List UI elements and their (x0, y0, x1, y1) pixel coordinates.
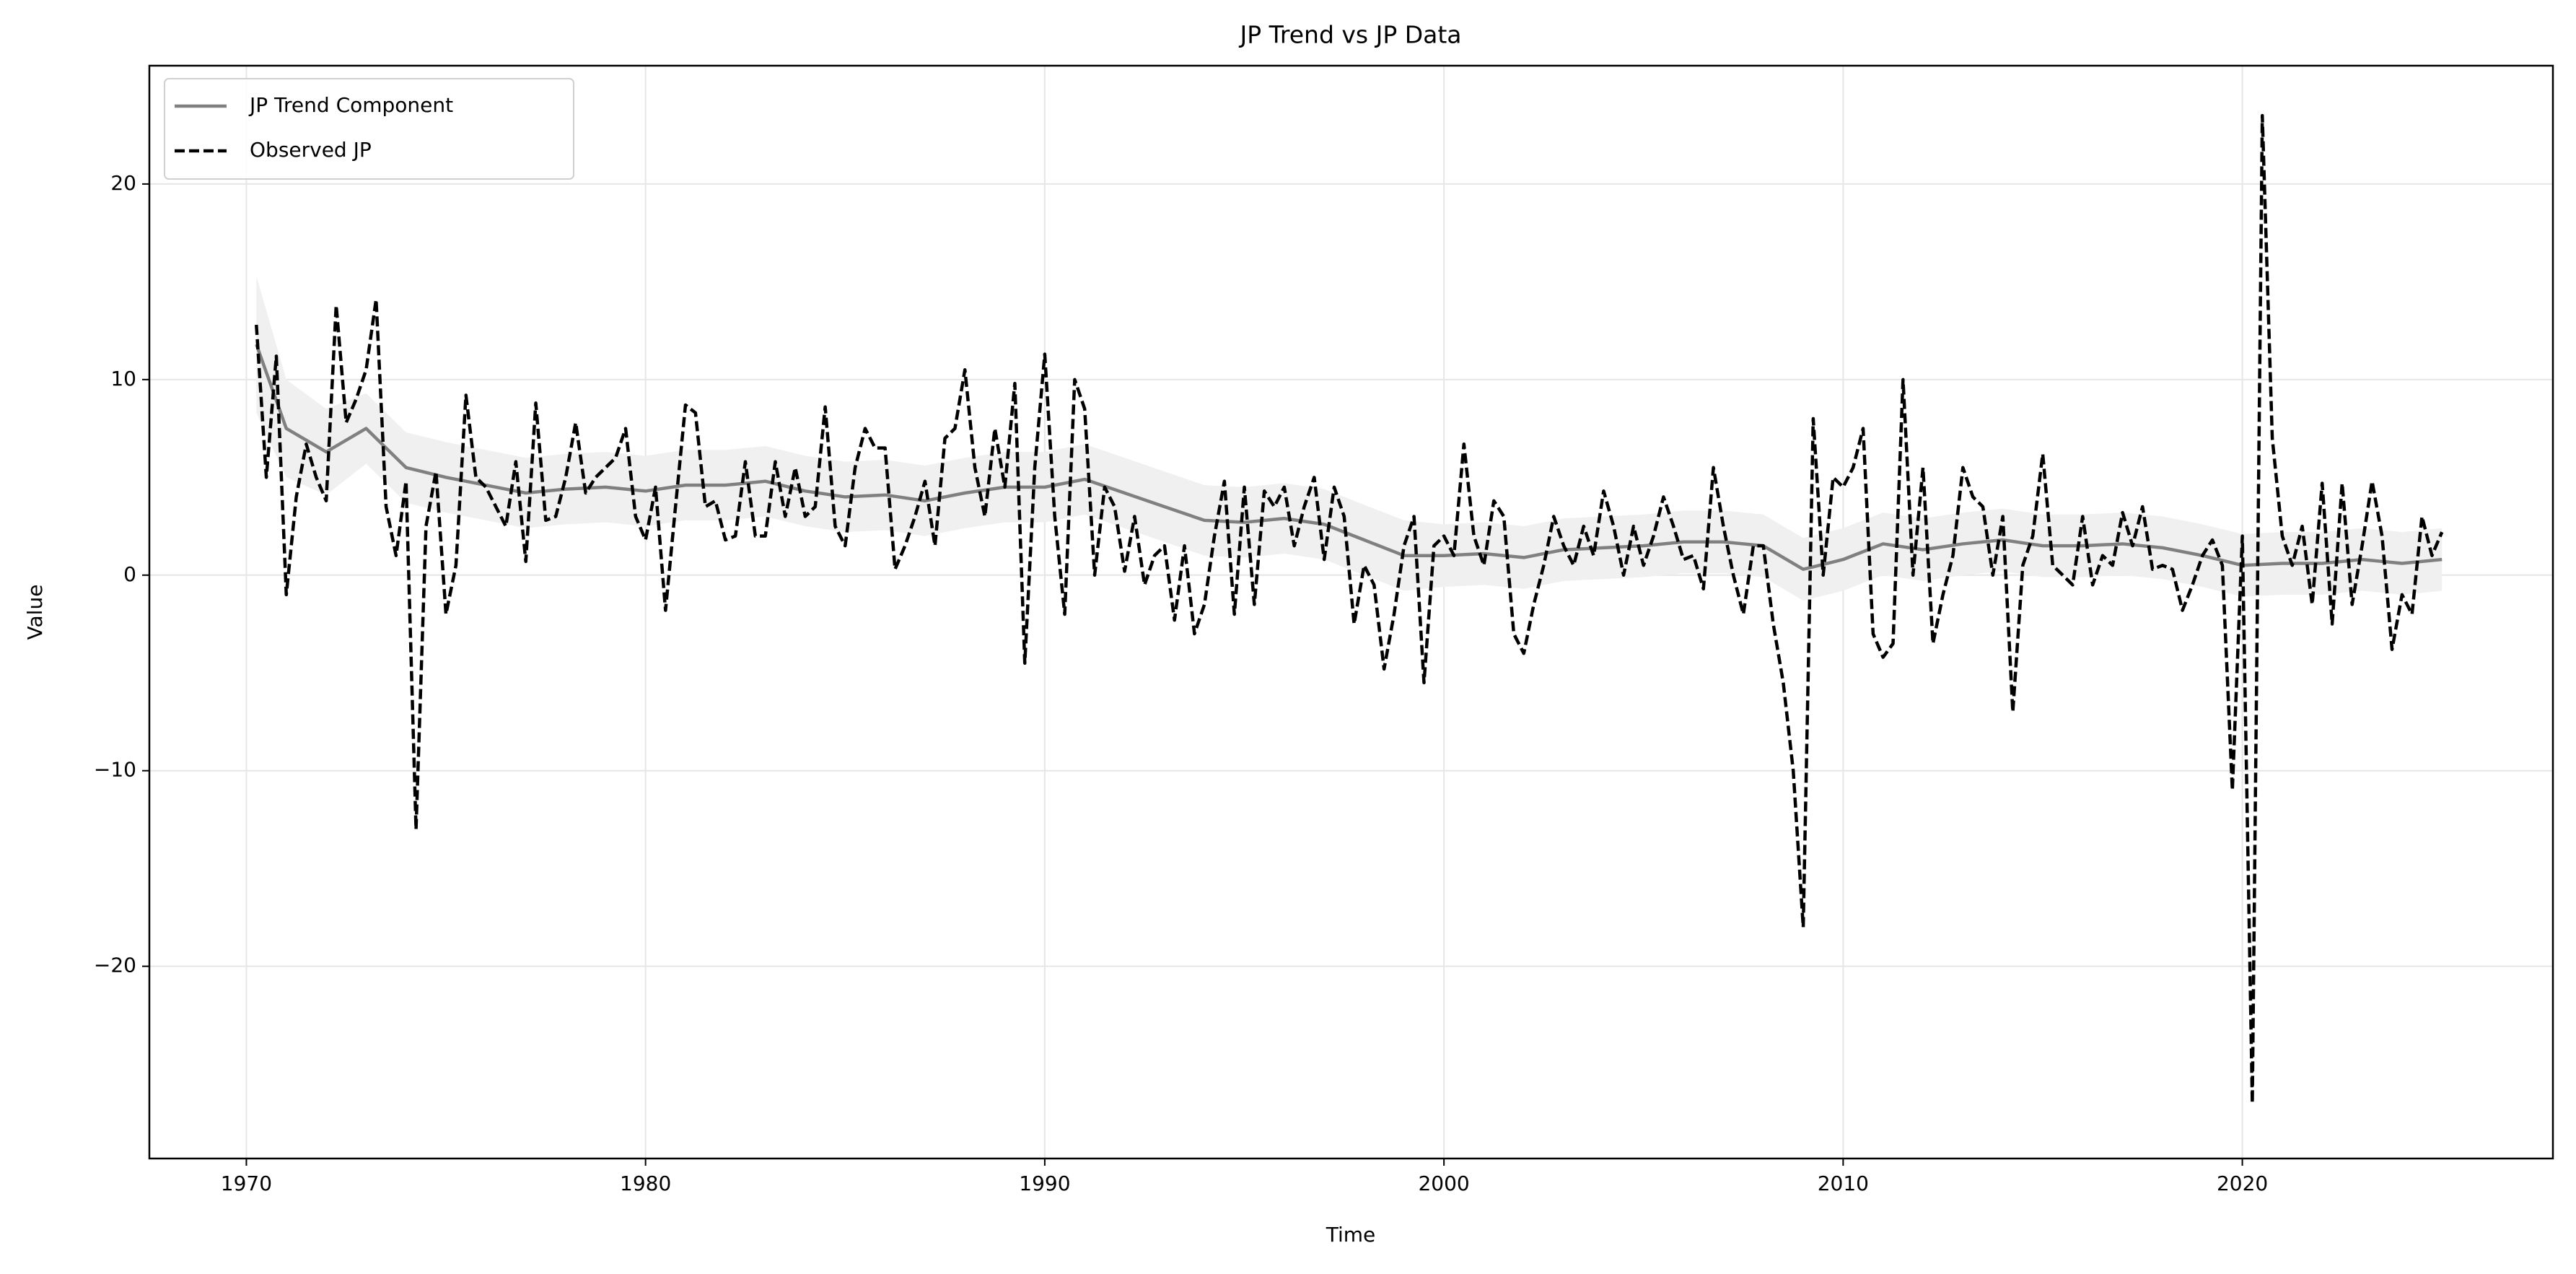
y-axis-label: Value (23, 585, 47, 640)
x-tick-label: 1970 (221, 1172, 272, 1195)
y-tick-label: −10 (94, 758, 136, 782)
x-axis-label: Time (1326, 1223, 1376, 1247)
y-tick-label: 0 (123, 562, 136, 586)
plot-frame (148, 64, 2554, 1160)
x-tick-label: 2020 (2217, 1172, 2268, 1195)
x-tick-label: 2000 (1418, 1172, 1469, 1195)
y-tick-label: 20 (110, 171, 136, 195)
y-tick-label: −20 (94, 954, 136, 977)
line-series (255, 113, 2444, 1105)
x-tick-label: 2010 (1818, 1172, 1869, 1195)
confidence-band (256, 276, 2443, 601)
chart-title: JP Trend vs JP Data (1238, 21, 1461, 49)
x-tick-label: 1990 (1019, 1172, 1070, 1195)
x-tick-label: 1980 (620, 1172, 671, 1195)
legend-label: JP Trend Component (248, 93, 453, 117)
legend-box (164, 78, 574, 180)
legend-label: Observed JP (250, 138, 372, 162)
y-tick-label: 10 (110, 367, 136, 391)
